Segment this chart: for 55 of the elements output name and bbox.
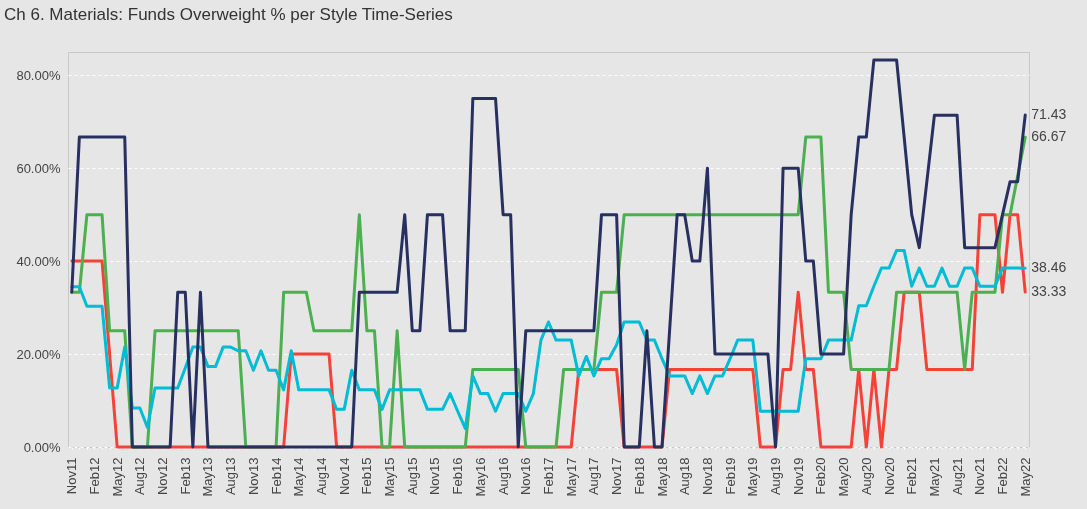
x-tick-label: Feb12 xyxy=(86,457,102,495)
line-series xyxy=(70,58,1027,449)
x-tick-label: Nov18 xyxy=(699,457,715,496)
x-tick-label: May20 xyxy=(836,457,852,497)
x-tick-label: May18 xyxy=(654,457,670,497)
x-tick-label: May13 xyxy=(200,457,216,497)
x-tick-label: Feb20 xyxy=(813,457,829,495)
chart-title: Ch 6. Materials: Funds Overweight % per Style Time-Series xyxy=(4,5,453,24)
x-tick-label: Nov15 xyxy=(427,457,443,496)
x-tick-label: Aug19 xyxy=(768,457,784,496)
x-tick-label: May12 xyxy=(109,457,125,497)
line-series xyxy=(70,248,1027,430)
x-tick-label: Feb16 xyxy=(450,457,466,495)
x-tick-label: May19 xyxy=(745,457,761,497)
y-tick-label: 20.00% xyxy=(16,346,61,362)
annotation: 33.33 xyxy=(1031,283,1067,300)
x-tick-label: May15 xyxy=(382,457,398,497)
x-tick-label: Aug18 xyxy=(677,457,693,496)
y-tick-label: 80.00% xyxy=(16,67,61,83)
x-tick-label: Nov12 xyxy=(155,457,171,496)
annotation: 38.46 xyxy=(1031,259,1067,276)
x-tick-label: Aug16 xyxy=(495,457,511,496)
x-tick-label: Aug20 xyxy=(858,457,874,496)
x-tick-label: May17 xyxy=(563,457,579,497)
x-tick-label: Nov13 xyxy=(245,457,261,496)
x-tick-label: Feb15 xyxy=(359,457,375,495)
x-tick-label: Nov20 xyxy=(881,457,897,496)
x-tick-label: Nov11 xyxy=(64,457,80,495)
x-tick-label: Aug13 xyxy=(223,457,239,496)
x-tick-label: Aug14 xyxy=(313,457,329,496)
x-tick-label: Nov17 xyxy=(609,457,625,496)
annotation: 71.43 xyxy=(1031,106,1067,123)
y-tick-label: 60.00% xyxy=(16,160,61,176)
annotation: 66.67 xyxy=(1031,128,1067,145)
x-tick-label: Aug15 xyxy=(404,457,420,496)
x-tick-label: Nov21 xyxy=(972,457,988,496)
y-tick-label: 40.00% xyxy=(16,253,61,269)
x-tick-label: Feb13 xyxy=(177,457,193,495)
x-tick-label: May21 xyxy=(926,457,942,497)
x-tick-label: May14 xyxy=(291,457,307,497)
x-tick-label: Nov14 xyxy=(336,457,352,496)
x-tick-label: May16 xyxy=(472,457,488,497)
x-tick-label: Feb22 xyxy=(995,457,1011,495)
x-tick-label: Feb14 xyxy=(268,457,284,495)
x-tick-label: Feb17 xyxy=(541,457,556,495)
x-tick-label: Nov16 xyxy=(518,457,534,496)
x-tick-label: Nov19 xyxy=(790,457,806,496)
x-tick-label: Feb21 xyxy=(904,457,920,495)
x-tick-label: Aug17 xyxy=(586,457,602,496)
x-tick-label: Feb18 xyxy=(631,457,647,495)
y-tick-label: 0.00% xyxy=(23,439,61,455)
x-tick-label: Feb19 xyxy=(722,457,738,495)
x-tick-label: May22 xyxy=(1017,457,1033,497)
x-tick-label: Aug21 xyxy=(949,457,965,496)
x-tick-label: Aug12 xyxy=(132,457,148,496)
